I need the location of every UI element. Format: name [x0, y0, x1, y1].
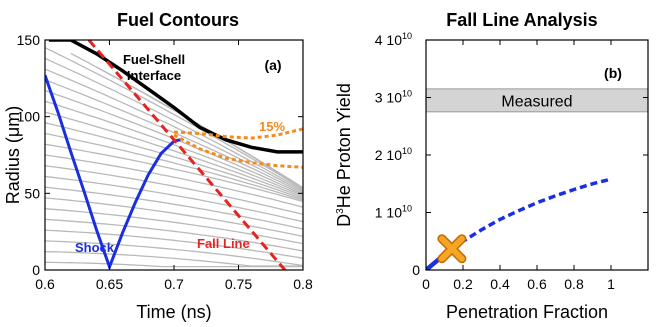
contour-line: [45, 57, 303, 191]
panel-b: Fall Line Analysis Measured 0 0.2 0.4 0.6 0.…: [334, 10, 649, 322]
contour-line: [45, 122, 303, 200]
contour-line: [45, 154, 303, 208]
y-tick-label: 0: [32, 262, 40, 278]
x-tick-label: 0.65: [96, 276, 123, 292]
x-tick-label: 0.6: [527, 276, 547, 292]
interface-label-line1: Fuel-Shell: [123, 52, 185, 67]
x-tick-label: 0.8: [564, 276, 584, 292]
y-tick-label: 2 1010: [375, 146, 412, 163]
y-tick-label: 50: [24, 185, 40, 201]
panel-a-label: (a): [264, 57, 281, 73]
15-percent-lower-line: [173, 133, 303, 169]
contour-line: [45, 240, 303, 267]
x-tick-label: 0.2: [453, 276, 473, 292]
shock-line: [45, 74, 181, 270]
measured-point-marker: [437, 234, 467, 264]
measured-band-rect: [426, 88, 648, 113]
fall-line-line: [87, 40, 287, 270]
x-tick-label: 0: [422, 276, 430, 292]
contour-line: [45, 218, 303, 252]
y-tick-label: 0: [412, 262, 420, 278]
contour-line: [45, 143, 303, 203]
x-tick-label: 0.8: [293, 276, 313, 292]
contour-line: [45, 165, 303, 216]
panel-b-series: [426, 177, 612, 270]
panel-b-xlabel: Penetration Fraction: [446, 302, 608, 322]
contour-line: [45, 175, 303, 223]
y-tick-label: 3 1010: [375, 89, 412, 106]
panel-a-series: [45, 40, 303, 270]
contour-line: [45, 186, 303, 230]
y-tick-label: 4 1010: [375, 31, 412, 48]
x-tick-label: 0.7: [164, 276, 184, 292]
fall-line-label: Fall Line: [197, 236, 250, 251]
panel-b-ylabel: D3He Proton Yield: [334, 83, 354, 227]
contour-line: [45, 229, 303, 259]
panel-a-title: Fuel Contours: [117, 10, 239, 30]
measured-label: Measured: [501, 93, 572, 110]
shock-label: Shock: [75, 240, 115, 255]
contour-line: [45, 250, 303, 267]
contour-line: [45, 132, 303, 201]
fuel-shell-interface-line: [48, 40, 303, 154]
contour-line: [45, 68, 303, 193]
panel-a-ticks: 0.6 0.65 0.7 0.75 0.8 0 50 100 150: [17, 32, 313, 292]
panel-b-ticks: 0 0.2 0.4 0.6 0.8 1 0 1 1010 2 1010 3 1010 4 1010: [375, 31, 648, 292]
x-tick-label: 0.4: [490, 276, 510, 292]
x-tick-label: 0.75: [225, 276, 252, 292]
contour-line: [45, 208, 303, 245]
measured-band: Measured: [426, 88, 648, 113]
contour-line: [225, 139, 303, 189]
contour-line: [45, 100, 303, 197]
contour-line: [45, 111, 303, 198]
interface-label-line2: Interface: [127, 68, 181, 83]
x-tick-label: 0.6: [35, 276, 55, 292]
15-percent-upper-line: [173, 127, 303, 140]
y-tick-label: 100: [17, 109, 41, 125]
panel-b-title: Fall Line Analysis: [446, 10, 597, 30]
y-tick-label: 1 1010: [375, 204, 412, 221]
panel-a: Fuel Contours 0.6 0.65 0.7 0.75 0.8 0 50 100 150…: [3, 10, 313, 322]
x-tick-label: 1: [607, 276, 615, 292]
panel-a-xlabel: Time (ns): [136, 302, 211, 322]
percent-label: 15%: [259, 119, 285, 134]
y-tick-label: 150: [17, 32, 41, 48]
panel-a-ylabel: Radius (μm): [3, 106, 23, 204]
panel-b-label: (b): [604, 65, 622, 81]
